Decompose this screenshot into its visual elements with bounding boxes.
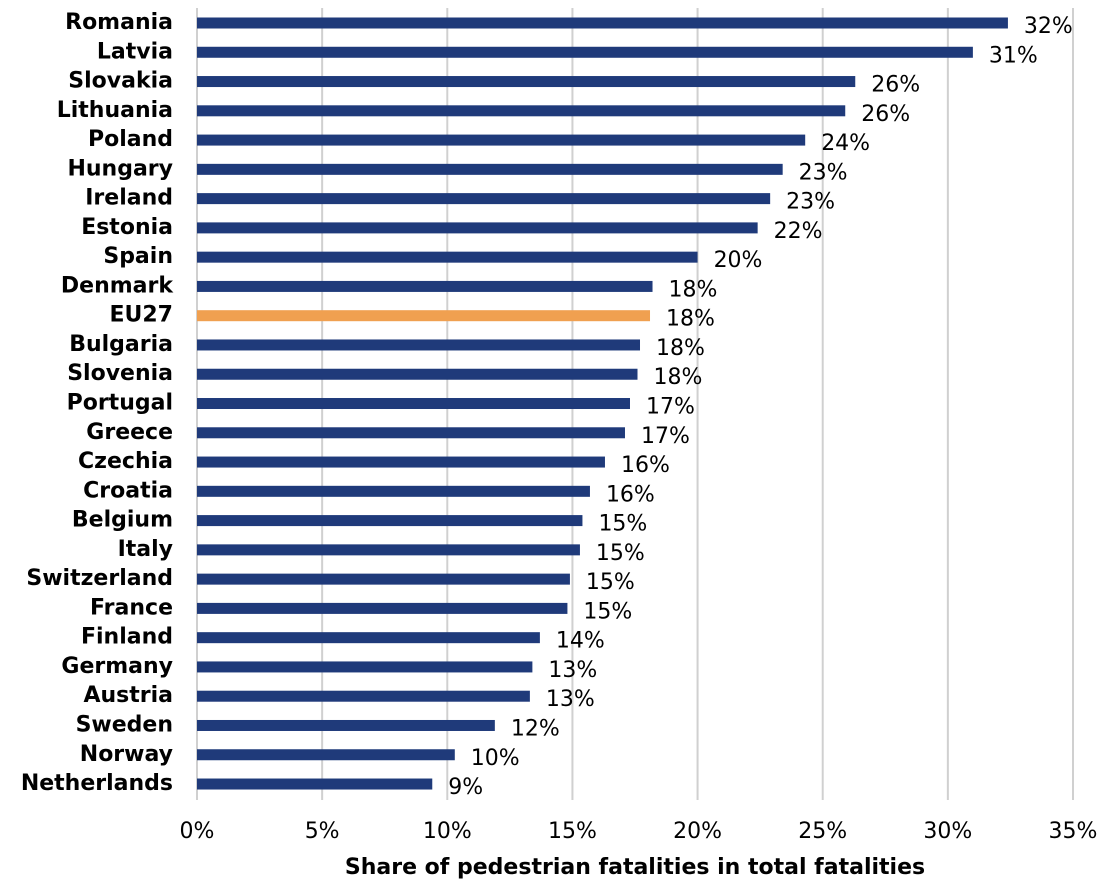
y-tick-label: France: [90, 595, 173, 620]
value-label: 14%: [556, 629, 605, 654]
y-tick-label: Finland: [81, 625, 173, 650]
y-tick-label: Hungary: [67, 156, 173, 181]
value-label: 23%: [786, 190, 835, 215]
y-tick-label: Lithuania: [57, 98, 173, 123]
value-label: 20%: [714, 248, 763, 273]
bar: [197, 398, 630, 410]
y-tick-label: Greece: [86, 420, 173, 445]
value-label: 13%: [548, 658, 597, 683]
value-label: 15%: [583, 599, 632, 624]
bar: [197, 339, 641, 351]
y-tick-label: Netherlands: [21, 771, 173, 796]
value-label: 12%: [511, 716, 560, 741]
bar: [197, 544, 580, 556]
bar: [197, 749, 455, 761]
y-tick-label: Denmark: [61, 273, 174, 298]
x-tick-label: 0%: [180, 819, 215, 844]
y-tick-label: Sweden: [76, 712, 173, 737]
value-label: 17%: [646, 395, 695, 420]
value-label: 15%: [598, 512, 647, 537]
bar: [197, 368, 638, 380]
bar: [197, 515, 583, 527]
x-tick-label: 30%: [923, 819, 972, 844]
value-label: 32%: [1024, 14, 1073, 39]
bar: [197, 193, 771, 205]
bar: [197, 719, 495, 731]
y-tick-label: Spain: [103, 244, 173, 269]
bar: [197, 456, 605, 468]
x-tick-label: 15%: [548, 819, 597, 844]
y-tick-label: Poland: [88, 127, 173, 152]
y-tick-label: EU27: [109, 303, 173, 328]
value-label: 26%: [861, 102, 910, 127]
bar: [197, 17, 1008, 29]
value-label: 18%: [654, 365, 703, 390]
bar: [197, 632, 540, 644]
value-label: 13%: [546, 687, 595, 712]
y-tick-label: Austria: [83, 683, 173, 708]
bar: [197, 427, 625, 439]
y-tick-label: Bulgaria: [69, 332, 173, 357]
bar: [197, 485, 590, 497]
y-tick-label: Estonia: [81, 215, 173, 240]
y-tick-label: Croatia: [83, 478, 173, 503]
bar: [197, 105, 846, 117]
value-label: 18%: [666, 307, 715, 332]
bar: [197, 163, 783, 175]
bar: [197, 222, 758, 234]
y-tick-label: Latvia: [97, 39, 173, 64]
bar: [197, 251, 698, 263]
value-label: 15%: [586, 570, 635, 595]
x-axis-title: Share of pedestrian fatalities in total …: [345, 855, 925, 880]
y-tick-label: Ireland: [85, 186, 173, 211]
value-label: 16%: [621, 453, 670, 478]
bar: [197, 690, 530, 702]
y-tick-label: Slovakia: [68, 69, 173, 94]
value-label: 10%: [471, 746, 520, 771]
value-label: 22%: [774, 219, 823, 244]
value-label: 15%: [596, 541, 645, 566]
y-tick-label: Czechia: [78, 449, 173, 474]
value-label: 23%: [799, 160, 848, 185]
y-tick-label: Romania: [65, 10, 173, 35]
value-label: 16%: [606, 482, 655, 507]
bar: [197, 573, 570, 585]
y-tick-label: Norway: [80, 742, 173, 767]
x-tick-label: 20%: [673, 819, 722, 844]
value-label: 26%: [871, 73, 920, 98]
x-tick-label: 10%: [423, 819, 472, 844]
y-tick-label: Slovenia: [67, 361, 173, 386]
y-tick-label: Germany: [61, 654, 173, 679]
bar: [197, 310, 651, 322]
value-label: 31%: [989, 43, 1038, 68]
value-label: 24%: [821, 131, 870, 156]
bar: [197, 280, 653, 292]
x-tick-label: 35%: [1049, 819, 1098, 844]
y-tick-label: Switzerland: [26, 566, 173, 591]
x-tick-label: 5%: [305, 819, 340, 844]
value-label: 17%: [641, 424, 690, 449]
value-label: 9%: [448, 775, 483, 800]
value-label: 18%: [656, 336, 705, 361]
bar: [197, 778, 433, 790]
bar: [197, 46, 973, 58]
bar: [197, 602, 568, 614]
y-tick-label: Italy: [118, 537, 173, 562]
y-tick-label: Portugal: [67, 391, 173, 416]
x-tick-label: 25%: [798, 819, 847, 844]
bar: [197, 134, 806, 146]
y-tick-label: Belgium: [72, 508, 173, 533]
bar: [197, 661, 533, 673]
bar: [197, 76, 856, 88]
value-label: 18%: [669, 277, 718, 302]
